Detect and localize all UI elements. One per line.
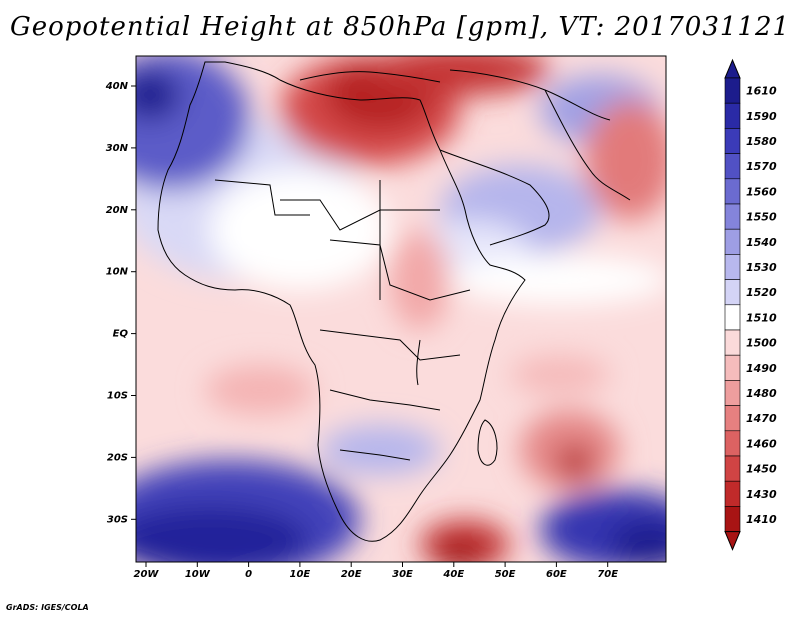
map-title: Geopotential Height at 850hPa [gpm], VT:… — [9, 12, 791, 42]
lon-label: 40E — [442, 569, 464, 580]
lat-label: 20N — [106, 205, 129, 216]
colorbar-label: 1510 — [746, 311, 777, 324]
coastlines — [157, 61, 631, 542]
latitude-axis: 40N 30N 20N 10N EQ 10S 20S 30S — [105, 81, 136, 525]
colorbar-swatch — [724, 77, 741, 104]
colorbar-swatch — [724, 304, 741, 331]
lat-label: 10N — [106, 267, 129, 278]
colorbar-swatch — [724, 153, 741, 180]
lat-label: 40N — [105, 81, 129, 92]
colorbar-label: 1500 — [746, 337, 777, 350]
colorbar-swatch — [724, 178, 741, 205]
lat-label: 30N — [106, 143, 129, 154]
lat-label: EQ — [113, 329, 129, 340]
height-field — [136, 56, 666, 562]
colorbar-label: 1450 — [746, 463, 777, 476]
colorbar-top-arrow — [724, 58, 741, 79]
colorbar-swatch — [724, 405, 741, 432]
lon-label: 70E — [597, 569, 618, 580]
lat-label: 20S — [107, 452, 128, 463]
colorbar-swatch — [724, 254, 741, 280]
lon-label: 10W — [185, 569, 211, 580]
colorbar-swatch — [724, 380, 741, 406]
colorbar-label: 1430 — [746, 488, 777, 501]
lon-label: 10E — [290, 569, 311, 580]
colorbar-label: 1570 — [746, 160, 777, 173]
lon-label: 60E — [546, 569, 567, 580]
lon-label: 50E — [495, 569, 516, 580]
colorbar-bottom-arrow — [724, 531, 741, 551]
colorbar-swatch — [724, 430, 741, 457]
colorbar-label: 1480 — [746, 387, 777, 400]
colorbar-label: 1560 — [746, 185, 777, 198]
colorbar-label: 1490 — [746, 362, 777, 375]
colorbar-swatch — [724, 102, 741, 129]
lon-label: 0 — [245, 569, 252, 580]
colorbar-label: 1550 — [746, 211, 777, 224]
grads-credit: GrADS: IGES/COLA — [6, 603, 89, 612]
colorbar-label: 1540 — [746, 236, 777, 249]
colorbar-label: 1470 — [746, 412, 777, 425]
colorbar-swatch — [724, 480, 741, 507]
colorbar: 1610 1590 1580 1570 1560 1550 1540 1530 1520 1510… — [724, 58, 777, 551]
lat-label: 30S — [107, 514, 128, 525]
colorbar-label: 1610 — [746, 85, 777, 98]
colorbar-swatch — [724, 354, 741, 381]
colorbar-swatch — [724, 455, 741, 482]
colorbar-label: 1530 — [746, 261, 777, 274]
longitude-axis: 20W 10W 0 10E 20E 30E 40E 50E 60E 70E — [134, 562, 618, 580]
colorbar-label: 1590 — [746, 110, 777, 123]
lon-label: 30E — [392, 569, 413, 580]
colorbar-label: 1410 — [746, 513, 777, 526]
lon-label: 20W — [134, 569, 160, 580]
lon-label: 20E — [341, 569, 362, 580]
colorbar-label: 1580 — [746, 135, 777, 148]
colorbar-swatch — [724, 329, 741, 356]
map-frame — [135, 55, 667, 563]
colorbar-swatch — [724, 128, 741, 154]
colorbar-swatch — [724, 279, 741, 306]
colorbar-swatch — [724, 506, 741, 532]
colorbar-swatch — [724, 228, 741, 255]
lat-label: 10S — [107, 391, 128, 402]
colorbar-label: 1520 — [746, 286, 777, 299]
colorbar-swatch — [724, 203, 741, 230]
colorbar-label: 1460 — [746, 437, 777, 450]
